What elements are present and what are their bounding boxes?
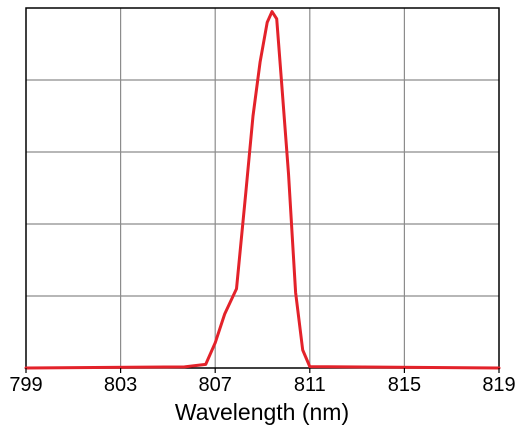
x-tick-label: 819 xyxy=(482,374,515,396)
x-tick-label: 811 xyxy=(294,374,326,396)
x-axis-label: Wavelength (nm) xyxy=(175,399,349,425)
plot-background xyxy=(26,8,499,368)
series-layer xyxy=(24,10,501,370)
x-tick-label: 799 xyxy=(9,374,42,396)
plot-border xyxy=(25,7,500,369)
x-tick-label: 807 xyxy=(199,374,232,396)
gridlines xyxy=(26,8,499,368)
spectrum-line xyxy=(24,10,501,370)
x-tick-label: 803 xyxy=(104,374,137,396)
x-tick-labels: 799 803 807 811 815 819 xyxy=(9,368,516,396)
x-tick-label: 815 xyxy=(388,374,421,396)
plot-frame xyxy=(25,7,500,369)
